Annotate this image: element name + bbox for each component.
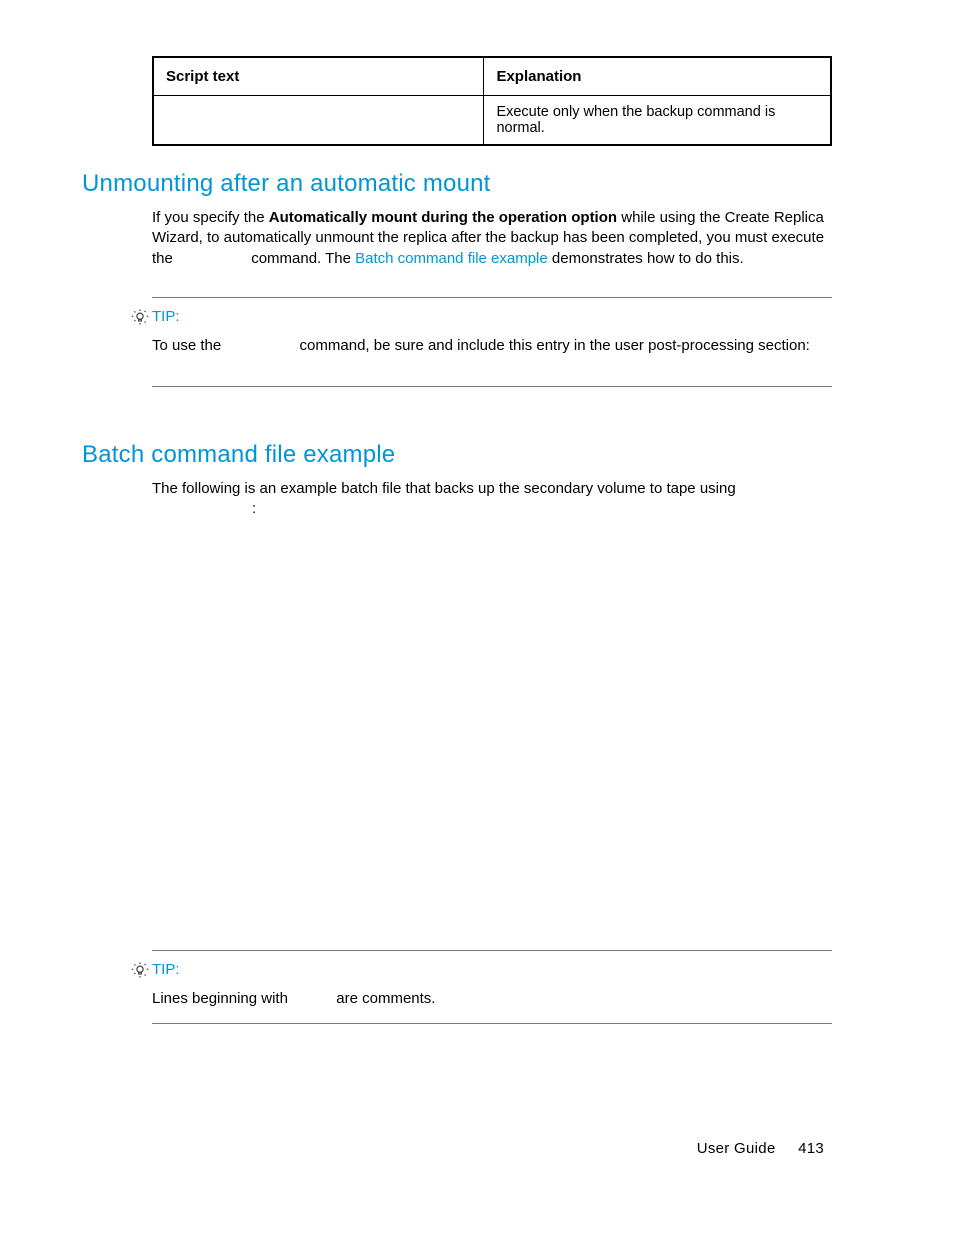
para-unmounting: If you specify the Automatically mount d… — [152, 208, 832, 269]
tip-label: TIP: — [152, 961, 180, 978]
tip-text: Lines beginning with are comments. — [152, 989, 832, 1009]
text: If you specify the — [152, 209, 269, 226]
table-cell-explanation: Execute only when the backup command is … — [484, 96, 831, 146]
divider — [152, 297, 832, 298]
tip-box-comments: TIP: Lines beginning with are comments. — [152, 950, 832, 1024]
tip-icon — [128, 961, 152, 979]
tip-box-unmount: TIP: To use the command, be sure and inc… — [152, 297, 832, 387]
footer-title: User Guide — [697, 1140, 776, 1157]
table-header-script-text: Script text — [153, 57, 484, 96]
divider — [152, 1023, 832, 1024]
table-row: Execute only when the backup command is … — [153, 96, 831, 146]
heading-batch-example: Batch command file example — [82, 441, 824, 469]
text: The following is an example batch file t… — [152, 480, 736, 497]
page-footer: User Guide 413 — [697, 1140, 824, 1157]
tip-label: TIP: — [152, 308, 180, 325]
page: Script text Explanation Execute only whe… — [0, 0, 954, 1235]
text: : — [252, 500, 256, 517]
para-batch-example: The following is an example batch file t… — [152, 479, 832, 520]
link-batch-example[interactable]: Batch command file example — [355, 250, 548, 267]
divider — [152, 950, 832, 951]
text: To use the — [152, 337, 225, 354]
heading-unmounting: Unmounting after an automatic mount — [82, 170, 824, 198]
script-explanation-table: Script text Explanation Execute only whe… — [152, 56, 832, 146]
text: are comments. — [332, 990, 435, 1007]
text: demonstrates how to do this. — [548, 250, 744, 267]
text: command. The — [247, 250, 355, 267]
table-cell-script-text — [153, 96, 484, 146]
page-number: 413 — [798, 1140, 824, 1157]
text-bold: Automatically mount during the operation… — [269, 209, 617, 226]
tip-icon — [128, 308, 152, 326]
text: Lines beginning with — [152, 990, 292, 1007]
divider — [152, 386, 832, 387]
table-header-explanation: Explanation — [484, 57, 831, 96]
tip-text: To use the command, be sure and include … — [152, 336, 832, 356]
text: command, be sure and include this entry … — [295, 337, 809, 354]
